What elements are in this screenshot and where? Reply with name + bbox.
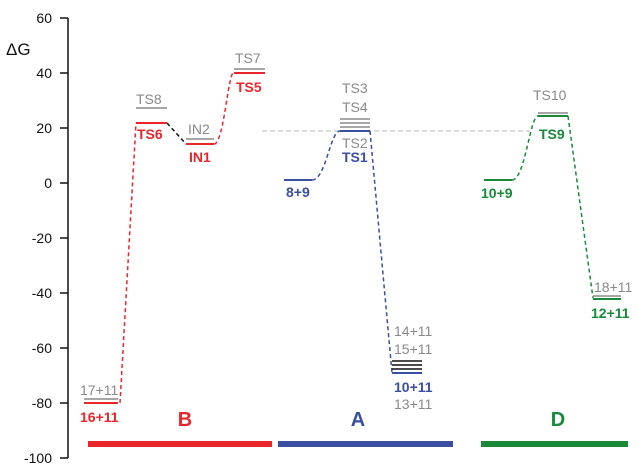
label-13-11: 13+11 (394, 396, 432, 412)
y-axis: 60 40 20 0 -20 -40 -60 -80 -100 ΔG (6, 10, 69, 464)
tick-label: 40 (36, 65, 52, 81)
label-ts6: TS6 (137, 126, 163, 142)
tick-label: -20 (32, 230, 52, 246)
section-bar-b (88, 441, 272, 447)
pathway-b: 17+11 16+11 TS8 TS6 IN2 IN1 TS7 TS5 (80, 50, 265, 425)
section-label-a: A (351, 409, 365, 431)
tick-label: 20 (36, 120, 52, 136)
label-8-9: 8+9 (286, 184, 310, 200)
label-in2: IN2 (188, 121, 210, 137)
label-10-11: 10+11 (394, 379, 433, 395)
label-ts1: TS1 (342, 149, 368, 165)
pathway-a: 8+9 TS3 TS4 TS2 TS1 14+11 15+11 10+11 13… (284, 80, 433, 412)
label-ts7: TS7 (235, 50, 261, 66)
section-label-d: D (551, 409, 565, 431)
label-14-11: 14+11 (394, 323, 432, 339)
label-17-11: 17+11 (80, 382, 118, 398)
section-bar-a (278, 441, 453, 447)
y-axis-title: ΔG (6, 40, 31, 59)
label-ts10: TS10 (533, 87, 567, 103)
section-bar-d (481, 441, 628, 447)
section-label-b: B (178, 409, 192, 431)
label-12-11: 12+11 (591, 305, 630, 321)
tick-label: -40 (32, 285, 52, 301)
label-18-11: 18+11 (594, 279, 632, 295)
tick-label: -60 (32, 340, 52, 356)
label-10-9: 10+9 (481, 185, 513, 201)
label-ts5: TS5 (236, 79, 262, 95)
tick-label: -100 (24, 450, 52, 464)
label-ts4: TS4 (342, 99, 368, 115)
label-16-11: 16+11 (80, 409, 119, 425)
section-legend: B A D (88, 409, 628, 447)
label-15-11: 15+11 (394, 341, 432, 357)
pathway-d: 10+9 TS10 TS9 18+11 12+11 (481, 87, 632, 321)
label-in1: IN1 (189, 149, 211, 165)
tick-label: -80 (32, 395, 52, 411)
label-ts9: TS9 (539, 126, 565, 142)
label-ts8: TS8 (136, 91, 162, 107)
tick-label: 0 (44, 175, 52, 191)
label-ts2: TS2 (342, 135, 368, 151)
tick-label: 60 (36, 10, 52, 26)
label-ts3: TS3 (342, 80, 368, 96)
